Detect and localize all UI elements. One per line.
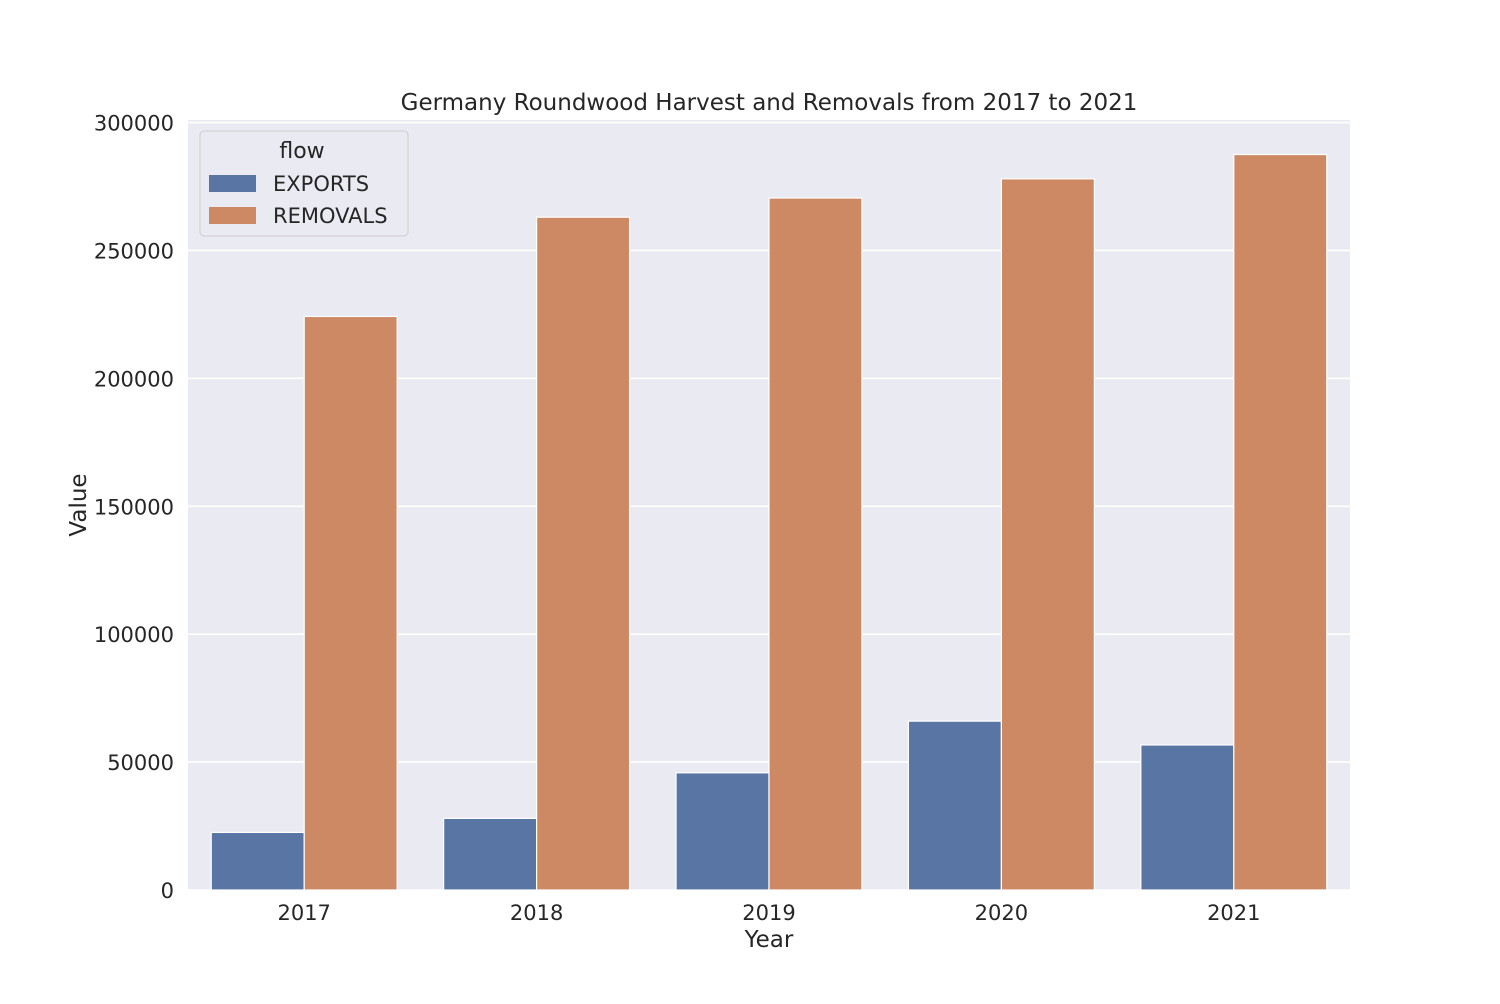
- y-tick-label: 50000: [107, 751, 174, 775]
- x-tick-label: 2019: [742, 901, 795, 925]
- bar-removals-2017: [303, 315, 398, 891]
- bar-removals-2021: [1233, 153, 1328, 891]
- x-axis-ticks: 2017 2018 2019 2020 2021: [277, 901, 1260, 925]
- x-tick-label: 2018: [510, 901, 563, 925]
- x-tick-label: 2021: [1207, 901, 1260, 925]
- legend-label-removals: REMOVALS: [273, 204, 388, 228]
- y-axis-label: Value: [66, 473, 92, 536]
- bar-exports-2018: [443, 817, 538, 891]
- y-tick-label: 0: [161, 879, 174, 903]
- y-tick-label: 200000: [94, 367, 174, 391]
- legend-swatch-removals: [209, 207, 256, 224]
- bars: [210, 153, 1328, 891]
- x-axis-label: Year: [744, 927, 794, 953]
- bar-exports-2020: [907, 720, 1003, 891]
- x-tick-label: 2020: [975, 901, 1028, 925]
- legend-label-exports: EXPORTS: [273, 172, 369, 196]
- legend-items: EXPORTS REMOVALS: [209, 172, 388, 228]
- legend-title: flow: [279, 139, 324, 164]
- bar-removals-2019: [768, 197, 863, 891]
- legend: flow EXPORTS REMOVALS: [199, 130, 409, 237]
- y-axis-ticks: 0 50000 100000 150000 200000 250000 300000: [94, 112, 174, 903]
- x-tick-label: 2017: [277, 901, 330, 925]
- bar-exports-2021: [1140, 744, 1235, 891]
- y-tick-label: 100000: [94, 623, 174, 647]
- bar-exports-2017: [210, 831, 305, 891]
- bar-removals-2020: [1000, 178, 1095, 891]
- y-tick-label: 300000: [94, 112, 174, 136]
- chart-title: Germany Roundwood Harvest and Removals f…: [401, 90, 1138, 116]
- y-tick-label: 150000: [94, 495, 174, 519]
- y-tick-label: 250000: [94, 239, 174, 263]
- bar-removals-2018: [535, 216, 631, 891]
- legend-swatch-exports: [209, 175, 256, 192]
- bar-exports-2019: [675, 772, 770, 891]
